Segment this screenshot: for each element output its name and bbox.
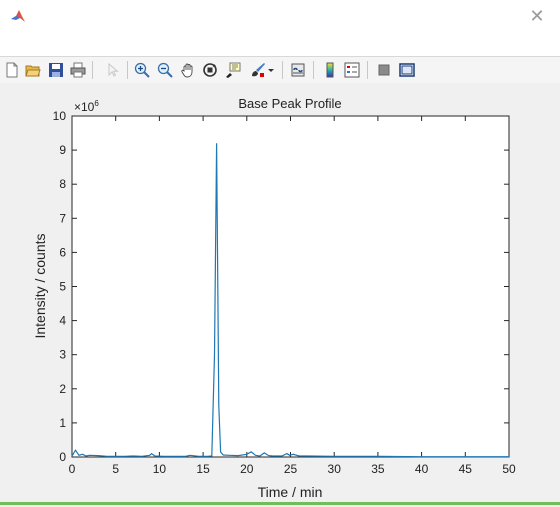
x-tick-label: 20 (240, 462, 254, 476)
zoom-in-button[interactable] (132, 60, 152, 80)
y-tick-label: 10 (53, 109, 67, 123)
y-tick-label: 8 (59, 177, 66, 191)
y-tick-label: 1 (59, 416, 66, 430)
print-button[interactable] (68, 60, 88, 80)
menu-area (0, 34, 560, 56)
x-tick-label: 25 (284, 462, 298, 476)
show-plot-tools-icon (399, 63, 415, 77)
brush-dropdown[interactable] (266, 60, 276, 80)
x-tick-label: 5 (112, 462, 119, 476)
window-titlebar: ✕ (0, 0, 560, 34)
y-tick-label: 0 (59, 450, 66, 464)
y-tick-label: 6 (59, 245, 66, 259)
pointer-icon (108, 62, 119, 77)
colorbar-icon (326, 62, 334, 78)
matlab-logo-icon (11, 10, 25, 22)
new-figure-icon (6, 62, 18, 78)
data-cursor-icon (226, 62, 241, 78)
rotate-3d-button[interactable] (200, 60, 220, 80)
chevron-down-icon (268, 69, 274, 72)
y-axis-label: Intensity / counts (32, 233, 48, 338)
print-icon (70, 62, 86, 78)
pan-button[interactable] (178, 60, 198, 80)
x-axis-label: Time / min (258, 484, 323, 500)
pan-hand-icon (181, 63, 193, 78)
hide-plot-tools-icon (378, 64, 390, 76)
y-exponent-label: ×106 (74, 99, 99, 114)
y-tick-label: 2 (59, 382, 66, 396)
insert-legend-button[interactable] (342, 60, 362, 80)
link-plot-icon (291, 63, 305, 77)
window-bottom-border (0, 502, 560, 505)
y-tick-label: 9 (59, 143, 66, 157)
data-cursor-button[interactable] (223, 60, 243, 80)
zoom-out-button[interactable] (155, 60, 175, 80)
plot-area[interactable] (71, 115, 510, 458)
brush-button[interactable] (248, 60, 268, 80)
series-line (71, 143, 509, 458)
insert-colorbar-button[interactable] (320, 60, 340, 80)
y-tick-label: 3 (59, 348, 66, 362)
link-plot-button[interactable] (288, 60, 308, 80)
x-tick-label: 0 (69, 462, 76, 476)
x-tick-label: 10 (153, 462, 167, 476)
open-file-button[interactable] (23, 60, 43, 80)
x-tick-label: 50 (502, 462, 516, 476)
y-tick-label: 4 (59, 314, 66, 328)
figure-canvas: 0 5 10 15 20 25 30 35 40 45 50 0 1 2 3 4 5 6 7 8 9 10 Base Pe… (0, 83, 560, 502)
chart-title: Base Peak Profile (238, 96, 341, 111)
y-tick-label: 5 (59, 280, 66, 294)
new-figure-button[interactable] (2, 60, 22, 80)
hide-plot-tools-button[interactable] (374, 60, 394, 80)
show-plot-tools-button[interactable] (397, 60, 417, 80)
pointer-button[interactable] (102, 60, 122, 80)
legend-icon (344, 62, 360, 78)
save-icon (49, 63, 63, 77)
x-tick-label: 35 (371, 462, 385, 476)
close-button[interactable]: ✕ (522, 4, 552, 28)
figure-toolbar (0, 56, 560, 84)
x-tick-label: 45 (459, 462, 473, 476)
x-tick-label: 15 (196, 462, 210, 476)
x-tick-label: 30 (328, 462, 342, 476)
open-file-icon (25, 65, 41, 77)
zoom-out-icon (157, 62, 173, 78)
x-tick-label: 40 (415, 462, 429, 476)
y-tick-label: 7 (59, 211, 66, 225)
zoom-in-icon (134, 62, 150, 78)
brush-icon (252, 63, 265, 77)
close-icon: ✕ (529, 6, 545, 26)
rotate-3d-icon (203, 63, 217, 77)
save-button[interactable] (46, 60, 66, 80)
